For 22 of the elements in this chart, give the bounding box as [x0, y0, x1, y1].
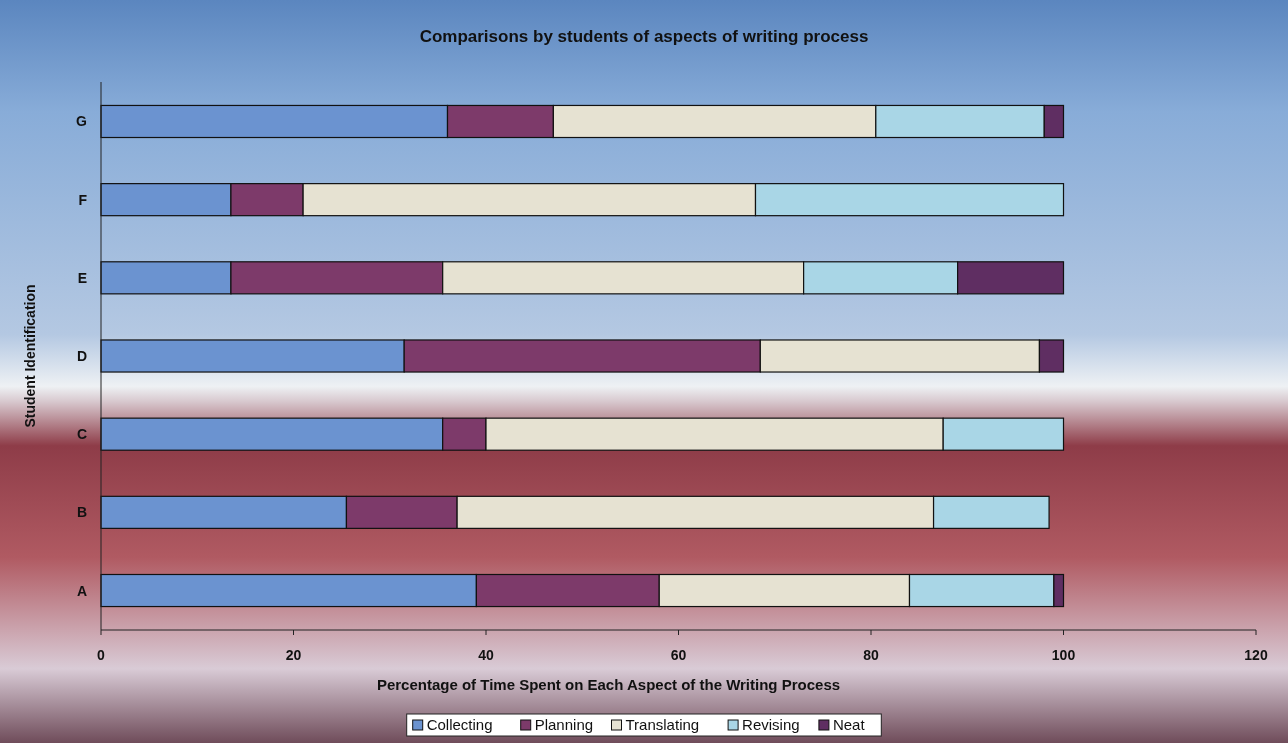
legend-label: Revising: [742, 716, 800, 733]
y-tick-label: C: [76, 426, 87, 443]
x-tick-label: 80: [863, 647, 879, 663]
legend-label: Neat: [832, 716, 866, 733]
x-tick-label: 20: [285, 647, 302, 663]
y-tick-label: G: [76, 113, 88, 130]
y-tick-label: E: [77, 269, 87, 286]
y-tick-label: F: [78, 191, 88, 208]
chart-title: Comparisons by students of aspects of writing process: [419, 27, 869, 46]
x-axis-title: Percentage of Time Spent on Each Aspect of the Writing Process: [376, 676, 841, 693]
y-axis-title: Student Identification: [22, 284, 38, 428]
x-tick-label: 100: [1051, 647, 1076, 663]
legend-label: Collecting: [426, 716, 493, 733]
legend-label: Translating: [625, 716, 700, 733]
x-tick-label: 60: [670, 647, 687, 663]
x-tick-label: 40: [478, 647, 494, 663]
y-tick-label: B: [76, 504, 87, 521]
y-tick-label: D: [76, 348, 87, 364]
legend-label: Planning: [534, 716, 594, 733]
x-tick-label: 0: [97, 647, 106, 663]
y-tick-label: A: [76, 582, 87, 599]
x-tick-label: 120: [1244, 647, 1268, 663]
